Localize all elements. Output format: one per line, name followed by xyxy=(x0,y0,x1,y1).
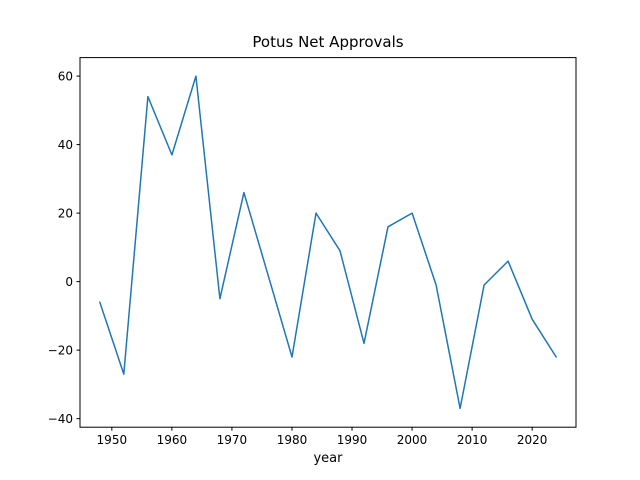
x-tick-label: 1970 xyxy=(217,433,248,447)
y-tick-label: 60 xyxy=(58,70,73,84)
y-tick-label: 40 xyxy=(58,138,73,152)
x-tick-label: 2010 xyxy=(457,433,488,447)
y-tick-label: 20 xyxy=(58,207,73,221)
y-tick-label: 0 xyxy=(65,275,73,289)
x-tick-label: 1960 xyxy=(157,433,188,447)
chart-title: Potus Net Approvals xyxy=(252,33,404,51)
y-tick-label: −20 xyxy=(48,344,73,358)
x-axis-label: year xyxy=(313,451,343,466)
x-tick-label: 2020 xyxy=(517,433,548,447)
axes-spines xyxy=(79,57,577,428)
x-tick-label: 1980 xyxy=(277,433,308,447)
data-series-line xyxy=(99,75,557,410)
y-tick-label: −40 xyxy=(48,412,73,426)
x-tick-label: 2000 xyxy=(397,433,428,447)
x-tick-label: 1950 xyxy=(97,433,128,447)
x-tick-label: 1990 xyxy=(337,433,368,447)
